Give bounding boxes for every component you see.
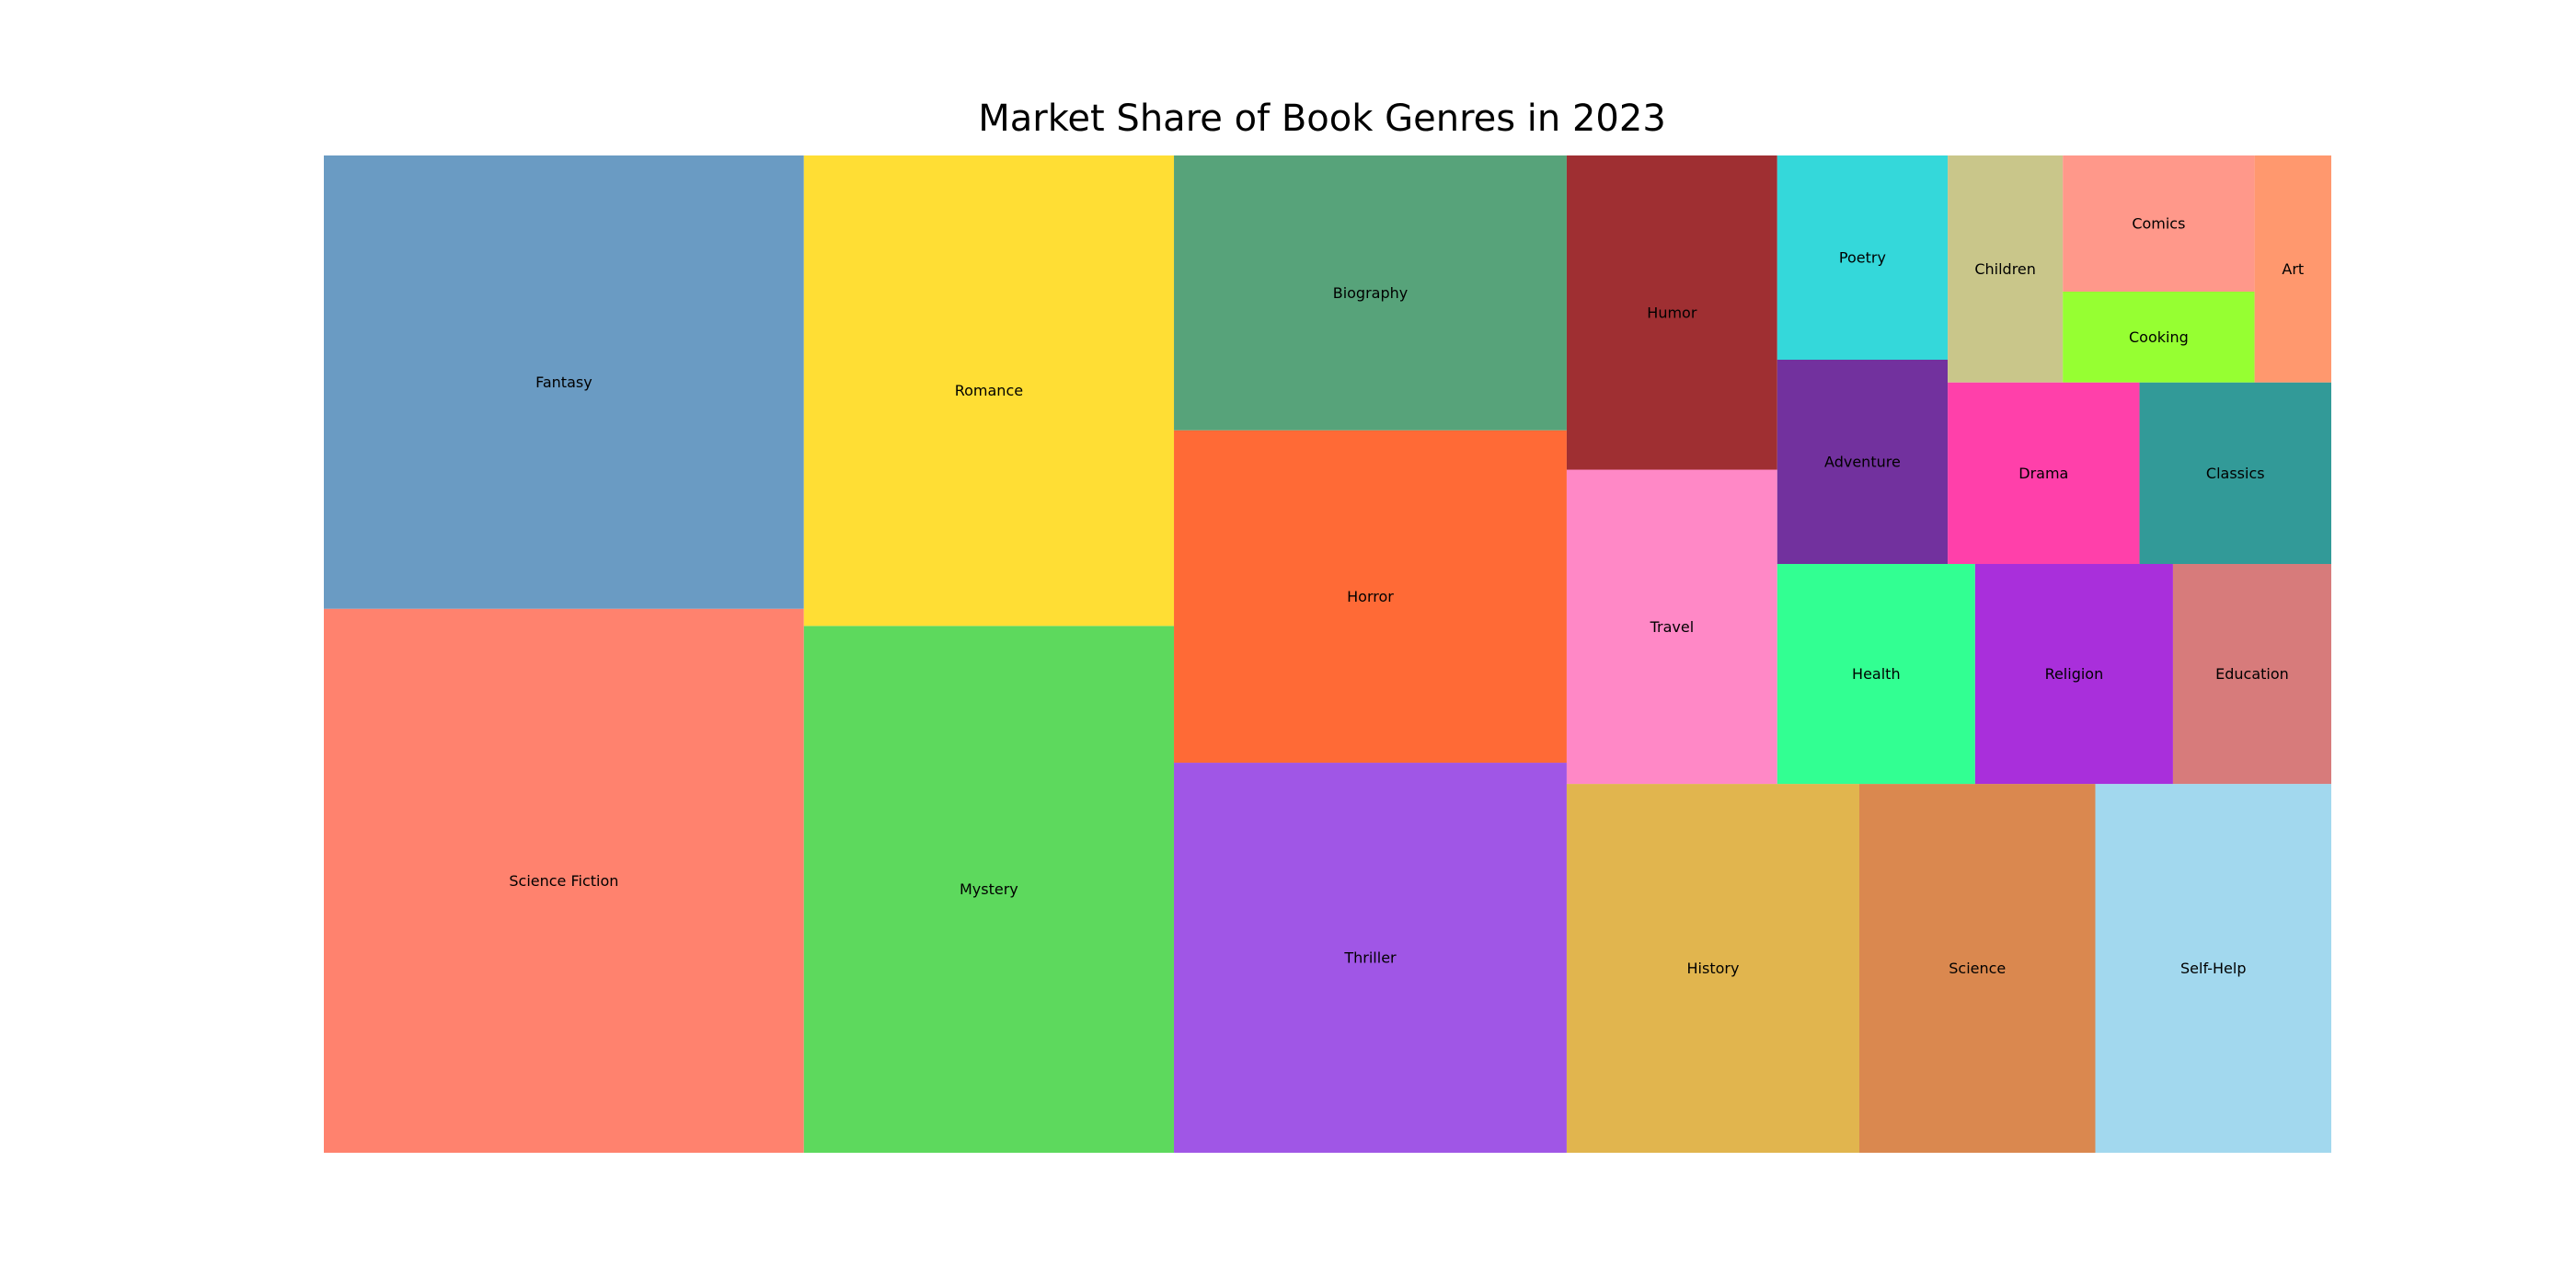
tile-label-adventure: Adventure <box>1824 453 1901 470</box>
tile-mystery <box>803 626 1175 1153</box>
tile-label-education: Education <box>2215 665 2289 683</box>
tile-biography <box>1174 155 1567 431</box>
tile-label-horror: Horror <box>1347 588 1394 605</box>
tile-label-children: Children <box>1974 260 2036 278</box>
tile-label-humor: Humor <box>1647 304 1697 321</box>
tile-label-self-help: Self-Help <box>2180 960 2246 977</box>
chart-title: Market Share of Book Genres in 2023 <box>978 98 1666 140</box>
tile-self-help <box>2095 784 2331 1153</box>
tile-label-poetry: Poetry <box>1839 248 1886 266</box>
tile-history <box>1566 784 1860 1153</box>
tile-label-science-fiction: Science Fiction <box>509 872 618 890</box>
tile-horror <box>1174 430 1567 764</box>
tile-thriller <box>1174 763 1567 1153</box>
tile-label-biography: Biography <box>1333 284 1409 302</box>
tile-label-comics: Comics <box>2132 214 2185 232</box>
tile-label-religion: Religion <box>2045 665 2104 683</box>
tile-drama <box>1948 382 2140 564</box>
tile-label-fantasy: Fantasy <box>535 374 592 391</box>
tile-label-health: Health <box>1852 665 1901 683</box>
tile-label-cooking: Cooking <box>2129 328 2189 346</box>
tile-label-art: Art <box>2282 260 2304 278</box>
tile-label-romance: Romance <box>955 382 1023 399</box>
tile-comics <box>2063 155 2255 292</box>
tile-humor <box>1566 155 1777 470</box>
tile-label-mystery: Mystery <box>960 880 1018 898</box>
tile-romance <box>803 155 1175 627</box>
tile-label-drama: Drama <box>2018 465 2068 482</box>
tile-label-travel: Travel <box>1650 618 1695 636</box>
tile-science-fiction <box>324 608 804 1153</box>
tile-science <box>1859 784 2096 1153</box>
treemap-tiles: Science Fiction Fantasy Mystery Romance Thri… <box>324 155 2331 1153</box>
tile-poetry <box>1777 155 1949 360</box>
tile-cooking <box>2063 291 2255 383</box>
tile-label-science: Science <box>1949 960 2006 977</box>
tile-health <box>1777 563 1975 785</box>
tile-label-thriller: Thriller <box>1343 949 1397 967</box>
tile-art <box>2254 155 2331 383</box>
tile-fantasy <box>324 155 804 609</box>
tile-children <box>1948 155 2064 383</box>
tile-adventure <box>1777 359 1949 564</box>
tile-classics <box>2139 382 2331 564</box>
tile-label-history: History <box>1687 960 1740 977</box>
tile-religion <box>1974 563 2173 785</box>
tile-label-classics: Classics <box>2206 465 2265 482</box>
tile-education <box>2172 563 2331 785</box>
tile-travel <box>1566 469 1777 785</box>
